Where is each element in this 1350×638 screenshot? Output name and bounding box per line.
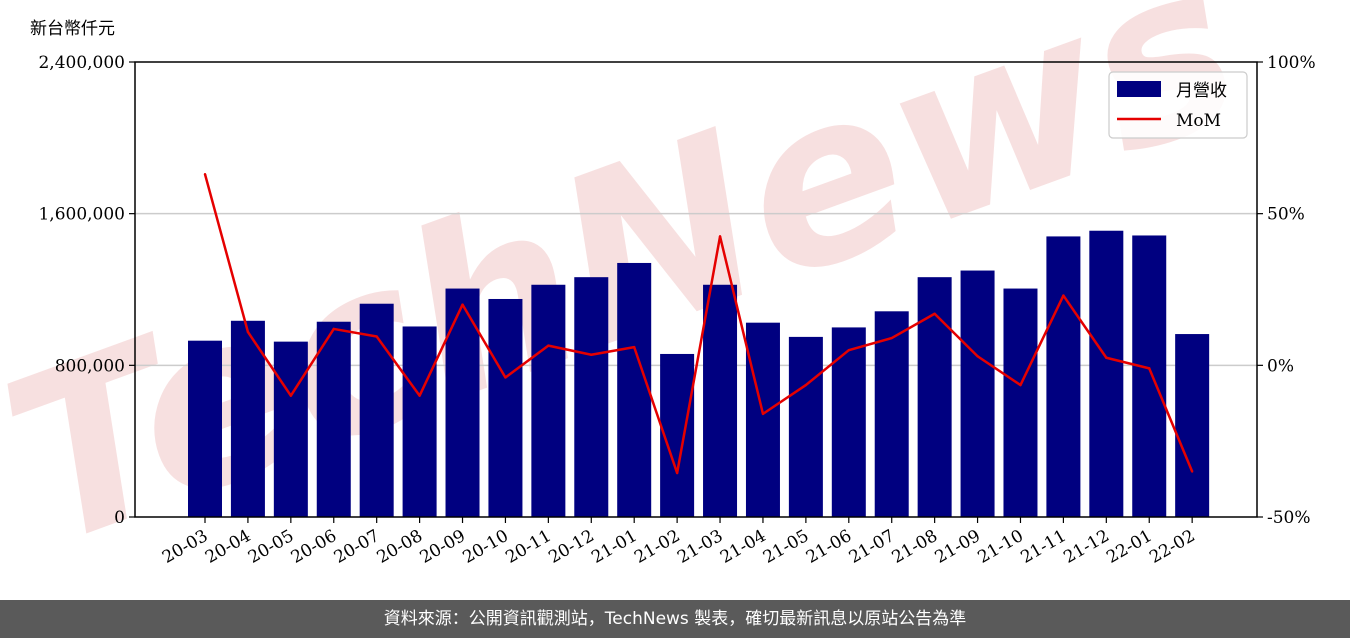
mom-point-20-06 bbox=[332, 327, 335, 331]
x-tick-label: 21-09 bbox=[932, 526, 984, 568]
x-tick-label: 20-09 bbox=[417, 526, 469, 568]
x-tick-label: 21-08 bbox=[889, 526, 941, 568]
legend-label-revenue: 月營收 bbox=[1176, 81, 1227, 101]
bar-20-06 bbox=[316, 321, 351, 517]
x-tick-label: 21-10 bbox=[975, 526, 1027, 568]
x-tick-label: 20-10 bbox=[459, 526, 511, 568]
bar-20-10 bbox=[488, 298, 523, 517]
legend: 月營收 MoM bbox=[1108, 71, 1248, 139]
bar-21-02 bbox=[660, 353, 695, 517]
bar-20-05 bbox=[273, 341, 308, 517]
x-tick-label: 20-06 bbox=[288, 526, 340, 568]
right-y-axis: -50% 0% 50% 100% bbox=[1257, 53, 1316, 528]
legend-label-mom: MoM bbox=[1176, 111, 1221, 131]
bar-20-12 bbox=[574, 277, 609, 517]
bar-21-06 bbox=[831, 327, 866, 517]
mom-point-21-06 bbox=[847, 348, 850, 352]
bar-21-03 bbox=[703, 284, 738, 517]
mom-point-20-09 bbox=[461, 303, 464, 306]
x-tick-label: 20-08 bbox=[374, 526, 426, 568]
x-tick-label: 21-01 bbox=[588, 526, 640, 568]
bar-21-04 bbox=[745, 322, 780, 517]
bar-22-02 bbox=[1175, 334, 1210, 517]
mom-point-20-03 bbox=[203, 173, 207, 176]
x-tick-label: 20-07 bbox=[331, 526, 383, 568]
bar-21-11 bbox=[1046, 236, 1081, 517]
bar-20-08 bbox=[402, 326, 437, 517]
mom-point-21-01 bbox=[633, 345, 636, 349]
x-tick-label: 22-02 bbox=[1146, 526, 1198, 568]
mom-point-20-11 bbox=[547, 344, 550, 347]
x-tick-label: 20-11 bbox=[502, 526, 554, 568]
right-tick-label: 50% bbox=[1267, 205, 1305, 225]
x-tick-label: 21-03 bbox=[674, 526, 726, 568]
mom-point-21-02 bbox=[675, 471, 679, 475]
mom-point-20-07 bbox=[375, 335, 378, 338]
mom-point-21-04 bbox=[761, 412, 765, 416]
left-tick-label: 1,600,000 bbox=[38, 205, 125, 225]
bar-21-10 bbox=[1003, 288, 1038, 517]
mom-point-21-08 bbox=[933, 312, 936, 315]
legend-bar-swatch bbox=[1117, 81, 1161, 97]
mom-point-21-09 bbox=[976, 355, 979, 358]
x-tick-label: 21-11 bbox=[1017, 526, 1069, 568]
x-tick-label: 21-05 bbox=[760, 526, 812, 568]
mom-point-20-12 bbox=[590, 353, 593, 356]
y-axis-unit-label: 新台幣仟元 bbox=[30, 19, 115, 39]
bar-21-07 bbox=[874, 311, 909, 517]
x-tick-label: 20-12 bbox=[545, 526, 597, 568]
source-footer: 資料來源：公開資訊觀測站，TechNews 製表，確切最新訊息以原站公告為準 bbox=[0, 600, 1350, 638]
x-tick-label: 21-12 bbox=[1060, 526, 1112, 568]
mom-point-21-10 bbox=[1019, 383, 1022, 387]
bar-22-01 bbox=[1132, 235, 1167, 517]
bar-20-04 bbox=[230, 320, 265, 517]
bar-series bbox=[188, 230, 1210, 517]
mom-point-22-01 bbox=[1148, 367, 1151, 370]
right-tick-label: 0% bbox=[1267, 356, 1294, 376]
left-tick-label: 2,400,000 bbox=[38, 53, 125, 73]
right-tick-label: -50% bbox=[1267, 508, 1311, 528]
mom-point-21-12 bbox=[1105, 356, 1108, 359]
mom-point-22-02 bbox=[1190, 470, 1194, 473]
mom-point-21-07 bbox=[890, 336, 893, 340]
x-tick-label: 20-05 bbox=[245, 526, 297, 568]
x-tick-label: 21-06 bbox=[803, 526, 855, 568]
bar-20-11 bbox=[531, 284, 566, 517]
x-axis: 20-0320-0420-0520-0620-0720-0820-0920-10… bbox=[159, 517, 1199, 568]
mom-line-series bbox=[203, 173, 1194, 475]
left-tick-label: 0 bbox=[114, 508, 125, 528]
mom-point-21-03 bbox=[718, 235, 722, 238]
mom-point-20-04 bbox=[246, 330, 250, 334]
left-y-axis: 0 800,000 1,600,000 2,400,000 bbox=[38, 53, 135, 528]
bar-20-07 bbox=[359, 303, 394, 517]
mom-point-21-05 bbox=[804, 383, 808, 387]
bar-21-01 bbox=[617, 262, 652, 517]
mom-point-20-08 bbox=[418, 394, 421, 397]
bar-21-09 bbox=[960, 270, 995, 517]
mom-line bbox=[203, 173, 1194, 475]
mom-point-20-10 bbox=[504, 376, 507, 379]
bar-20-03 bbox=[188, 340, 222, 517]
bar-21-08 bbox=[917, 277, 952, 517]
bar-21-12 bbox=[1089, 230, 1124, 517]
left-tick-label: 800,000 bbox=[55, 356, 125, 376]
bar-21-05 bbox=[788, 336, 823, 517]
right-tick-label: 100% bbox=[1267, 53, 1316, 73]
x-tick-label: 21-02 bbox=[631, 526, 683, 568]
plot-border bbox=[134, 61, 1258, 518]
mom-point-20-05 bbox=[289, 394, 293, 397]
x-tick-label: 21-07 bbox=[846, 526, 898, 568]
mom-point-21-11 bbox=[1062, 294, 1065, 297]
x-tick-label: 22-01 bbox=[1103, 526, 1155, 568]
plot-frame bbox=[134, 61, 1258, 518]
x-tick-label: 21-04 bbox=[717, 526, 769, 568]
